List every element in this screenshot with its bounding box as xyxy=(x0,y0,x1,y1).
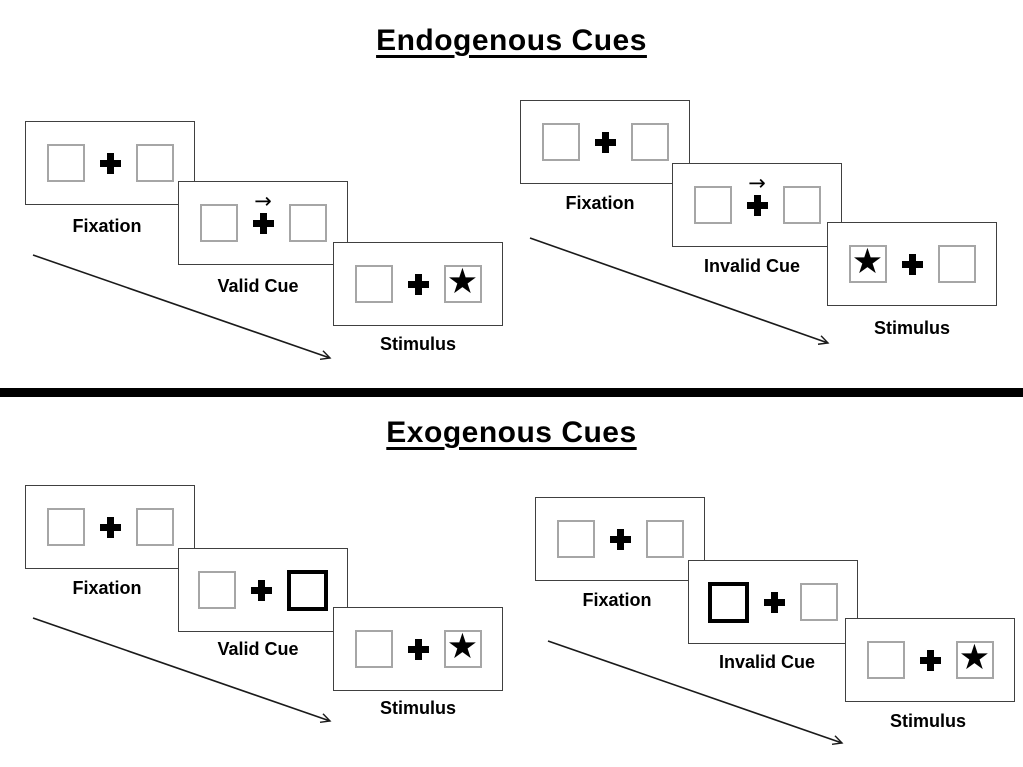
star-stimulus-icon: ★ xyxy=(958,638,991,678)
fixation-cross-icon xyxy=(407,273,429,295)
left-placeholder-box xyxy=(693,186,732,224)
left-placeholder-box xyxy=(198,571,236,609)
left-placeholder-box xyxy=(46,144,85,182)
exo-valid-stimulus-panel: ★ xyxy=(333,607,503,691)
star-stimulus-icon: ★ xyxy=(446,262,479,302)
fixation-cross-icon xyxy=(901,253,923,275)
section-title-endogenous: Endogenous Cues xyxy=(376,24,647,57)
fixation-cross-icon xyxy=(609,528,631,550)
panel-label-fixation: Fixation xyxy=(582,590,652,610)
fixation-cross-icon xyxy=(764,591,785,613)
right-placeholder-box xyxy=(135,144,174,182)
fixation-cross-icon xyxy=(252,212,274,234)
exo-invalid-cue-panel xyxy=(688,560,858,644)
star-stimulus-icon: ★ xyxy=(851,242,884,282)
panel-label-stimulus: Stimulus xyxy=(379,334,456,354)
endo-valid-cue-panel: → xyxy=(178,181,348,265)
right-target-box: ★ xyxy=(443,262,482,303)
right-placeholder-box xyxy=(630,123,669,161)
fixation-cross-icon xyxy=(594,131,616,153)
exo-valid-cue-panel xyxy=(178,548,348,632)
right-arrow-cue-icon: → xyxy=(254,189,272,213)
right-placeholder-box xyxy=(800,583,838,621)
exo-invalid-fixation-panel xyxy=(535,497,705,581)
panel-label-valid-cue: Valid Cue xyxy=(217,639,299,659)
arrow-endo-valid xyxy=(32,254,330,358)
right-arrow-cue-icon: → xyxy=(748,171,766,195)
fixation-cross-icon xyxy=(407,638,429,660)
panel-label-fixation: Fixation xyxy=(565,193,635,213)
right-placeholder-box xyxy=(135,508,174,546)
fixation-cross-icon xyxy=(919,649,941,671)
panel-label-invalid-cue: Invalid Cue xyxy=(703,256,801,276)
arrow-endo-invalid xyxy=(529,237,828,343)
fixation-cross-icon xyxy=(99,152,121,174)
left-placeholder-box xyxy=(354,265,393,303)
fixation-cross-icon xyxy=(251,579,272,601)
fixation-cross-icon xyxy=(746,194,768,216)
endo-invalid-stimulus-panel: ★ xyxy=(827,222,997,306)
endo-valid-fixation-panel xyxy=(25,121,195,205)
panel-label-fixation: Fixation xyxy=(72,216,142,236)
right-placeholder-box xyxy=(288,204,327,242)
fixation-cross-icon xyxy=(99,516,121,538)
endo-valid-stimulus-panel: ★ xyxy=(333,242,503,326)
arrow-exo-valid xyxy=(32,617,330,721)
left-placeholder-box xyxy=(199,204,238,242)
panel-label-valid-cue: Valid Cue xyxy=(217,276,299,296)
panel-label-stimulus: Stimulus xyxy=(889,711,966,731)
left-placeholder-box xyxy=(866,641,905,679)
right-highlighted-cue-box xyxy=(287,569,328,611)
left-placeholder-box xyxy=(354,630,393,668)
panel-label-fixation: Fixation xyxy=(72,578,142,598)
section-divider xyxy=(0,388,1023,397)
star-stimulus-icon: ★ xyxy=(446,627,479,667)
panel-label-stimulus: Stimulus xyxy=(873,318,950,338)
right-placeholder-box xyxy=(645,520,684,558)
right-placeholder-box xyxy=(782,186,821,224)
left-target-box: ★ xyxy=(848,242,887,283)
endo-invalid-fixation-panel xyxy=(520,100,690,184)
right-placeholder-box xyxy=(937,245,976,283)
panel-label-stimulus: Stimulus xyxy=(379,698,456,718)
right-target-box: ★ xyxy=(443,627,482,668)
exo-valid-fixation-panel xyxy=(25,485,195,569)
exo-invalid-stimulus-panel: ★ xyxy=(845,618,1015,702)
left-placeholder-box xyxy=(556,520,595,558)
left-highlighted-cue-box xyxy=(708,581,749,623)
left-placeholder-box xyxy=(541,123,580,161)
endo-invalid-cue-panel: → xyxy=(672,163,842,247)
panel-label-invalid-cue: Invalid Cue xyxy=(718,652,816,672)
section-title-exogenous: Exogenous Cues xyxy=(386,416,637,449)
right-target-box: ★ xyxy=(955,638,994,679)
left-placeholder-box xyxy=(46,508,85,546)
